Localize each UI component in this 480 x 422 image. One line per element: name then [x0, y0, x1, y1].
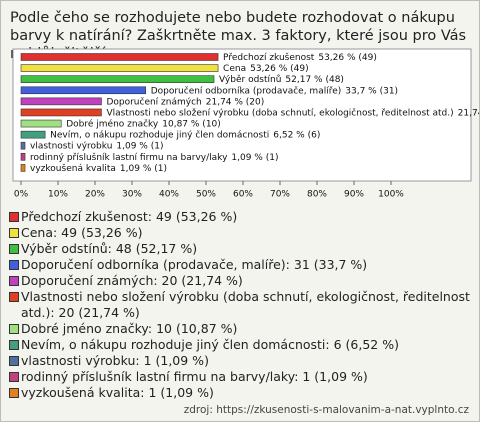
legend-swatch [9, 340, 19, 350]
x-tick-label: 80% [307, 190, 327, 200]
value-label: 1,09 % (1) [120, 163, 167, 173]
category-label: Předchozí zkušenost [223, 52, 315, 63]
legend-item: Doporučení odborníka (prodavače, malíře)… [9, 257, 471, 273]
bar [20, 153, 26, 161]
value-label: 10,87 % (10) [162, 119, 221, 129]
value-label: 53,26 % (49) [250, 64, 309, 74]
x-tick-label: 30% [122, 190, 142, 200]
plot: 0% 10% 20% 30% 40% 50% 60% 70% 80% 90% 100% Předcho… [12, 48, 479, 200]
legend-item: Vlastnosti nebo složení výrobku (doba sc… [9, 289, 471, 321]
x-tick-label: 50% [196, 190, 216, 200]
category-label: Doporučení známých [106, 96, 201, 107]
bar [20, 119, 62, 128]
value-label: 53,26 % (49) [318, 53, 377, 63]
bar-label: vyzkoušená kvalita 1,09 % (1) [30, 162, 167, 173]
legend-label: Doporučení známých: 20 (21,74 %) [21, 273, 243, 288]
legend-swatch [9, 388, 19, 398]
category-label: rodinný příslušník lastní firmu na barvy… [30, 151, 228, 162]
bar-label: Cena 53,26 % (49) [223, 64, 309, 74]
legend-item: Výběr odstínů: 48 (52,17 %) [9, 241, 471, 257]
bar [20, 53, 219, 61]
legend-label: vyzkoušená kvalita: 1 (1,09 %) [21, 385, 214, 400]
category-label: Vlastnosti nebo složení výrobku (doba sc… [106, 107, 453, 118]
legend-item: Cena: 49 (53,26 %) [9, 225, 471, 241]
x-tick-label: 90% [344, 190, 364, 200]
x-tick-label: 10% [48, 190, 68, 200]
legend-label: Vlastnosti nebo složení výrobku (doba sc… [21, 289, 470, 320]
x-tick-label: 60% [233, 190, 253, 200]
legend-swatch [9, 292, 19, 302]
category-label: Výběr odstínů [219, 74, 281, 85]
legend-swatch [9, 244, 19, 254]
category-label: vyzkoušená kvalita [30, 162, 116, 173]
value-label: 33,7 % (31) [345, 86, 398, 96]
legend-item: Doporučení známých: 20 (21,74 %) [9, 273, 471, 289]
legend-label: vlastnosti výrobku: 1 (1,09 %) [21, 353, 209, 368]
category-label: Nevím, o nákupu rozhoduje jiný člen domá… [50, 129, 269, 140]
value-label: 6,52 % (6) [273, 130, 320, 140]
bar-label: Doporučení známých 21,74 % (20) [106, 96, 264, 107]
legend-swatch [9, 212, 19, 222]
bar [20, 86, 146, 95]
legend: Předchozí zkušenost: 49 (53,26 %) Cena: 4… [9, 209, 471, 401]
bar-label: Předchozí zkušenost 53,26 % (49) [223, 52, 377, 63]
x-tick-label: 0% [14, 190, 29, 200]
x-tick-label: 40% [159, 190, 179, 200]
bar-label: Dobré jméno značky 10,87 % (10) [66, 118, 221, 129]
legend-item: Nevím, o nákupu rozhoduje jiný člen domá… [9, 337, 471, 353]
legend-swatch [9, 260, 19, 270]
legend-item: rodinný příslušník lastní firmu na barvy… [9, 369, 471, 385]
category-label: Dobré jméno značky [66, 118, 159, 129]
legend-label: rodinný příslušník lastní firmu na barvy… [21, 369, 368, 384]
bar-label: Doporučení odborníka (prodavače, malíře)… [151, 85, 398, 96]
legend-swatch [9, 356, 19, 366]
bar-label: vlastnosti výrobku 1,09 % (1) [30, 141, 163, 151]
legend-label: Předchozí zkušenost: 49 (53,26 %) [21, 209, 238, 224]
legend-label: Výběr odstínů: 48 (52,17 %) [21, 241, 198, 256]
value-label: 1,09 % (1) [231, 152, 278, 162]
legend-item: vyzkoušená kvalita: 1 (1,09 %) [9, 385, 471, 401]
legend-swatch [9, 372, 19, 382]
x-tick-label: 70% [270, 190, 290, 200]
bar-label: Vlastnosti nebo složení výrobku (doba sc… [106, 107, 479, 118]
legend-item: Předchozí zkušenost: 49 (53,26 %) [9, 209, 471, 225]
legend-label: Nevím, o nákupu rozhoduje jiný člen domá… [21, 337, 399, 352]
bar-label: Nevím, o nákupu rozhoduje jiný člen domá… [50, 129, 320, 140]
bar [20, 130, 46, 139]
legend-swatch [9, 276, 19, 286]
legend-label: Dobré jméno značky: 10 (10,87 %) [21, 321, 238, 336]
value-label: 1,09 % (1) [116, 141, 163, 151]
bar [20, 141, 26, 150]
bar [20, 97, 102, 106]
legend-item: vlastnosti výrobku: 1 (1,09 %) [9, 353, 471, 369]
legend-item: Dobré jméno značky: 10 (10,87 %) [9, 321, 471, 337]
bar-label: rodinný příslušník lastní firmu na barvy… [30, 151, 278, 162]
source: zdroj: https://zkusenosti-s-malovanim-a-… [183, 404, 469, 416]
bar [20, 108, 102, 117]
bar [20, 75, 215, 83]
category-label: Doporučení odborníka (prodavače, malíře) [151, 85, 342, 96]
bar [20, 64, 219, 72]
category-label: vlastnosti výrobku [30, 141, 112, 151]
legend-label: Cena: 49 (53,26 %) [21, 225, 143, 240]
value-label: 21,74 % (20) [206, 97, 265, 107]
value-label: 52,17 % (48) [285, 75, 344, 85]
x-tick-label: 20% [85, 190, 105, 200]
value-label: 21,74 % (20) [458, 108, 479, 118]
bar [20, 164, 26, 172]
category-label: Cena [223, 64, 246, 74]
x-tick-label: 100% [378, 190, 404, 200]
legend-swatch [9, 228, 19, 238]
bar-label: Výběr odstínů 52,17 % (48) [219, 74, 344, 85]
legend-swatch [9, 324, 19, 334]
legend-label: Doporučení odborníka (prodavače, malíře)… [21, 257, 368, 272]
